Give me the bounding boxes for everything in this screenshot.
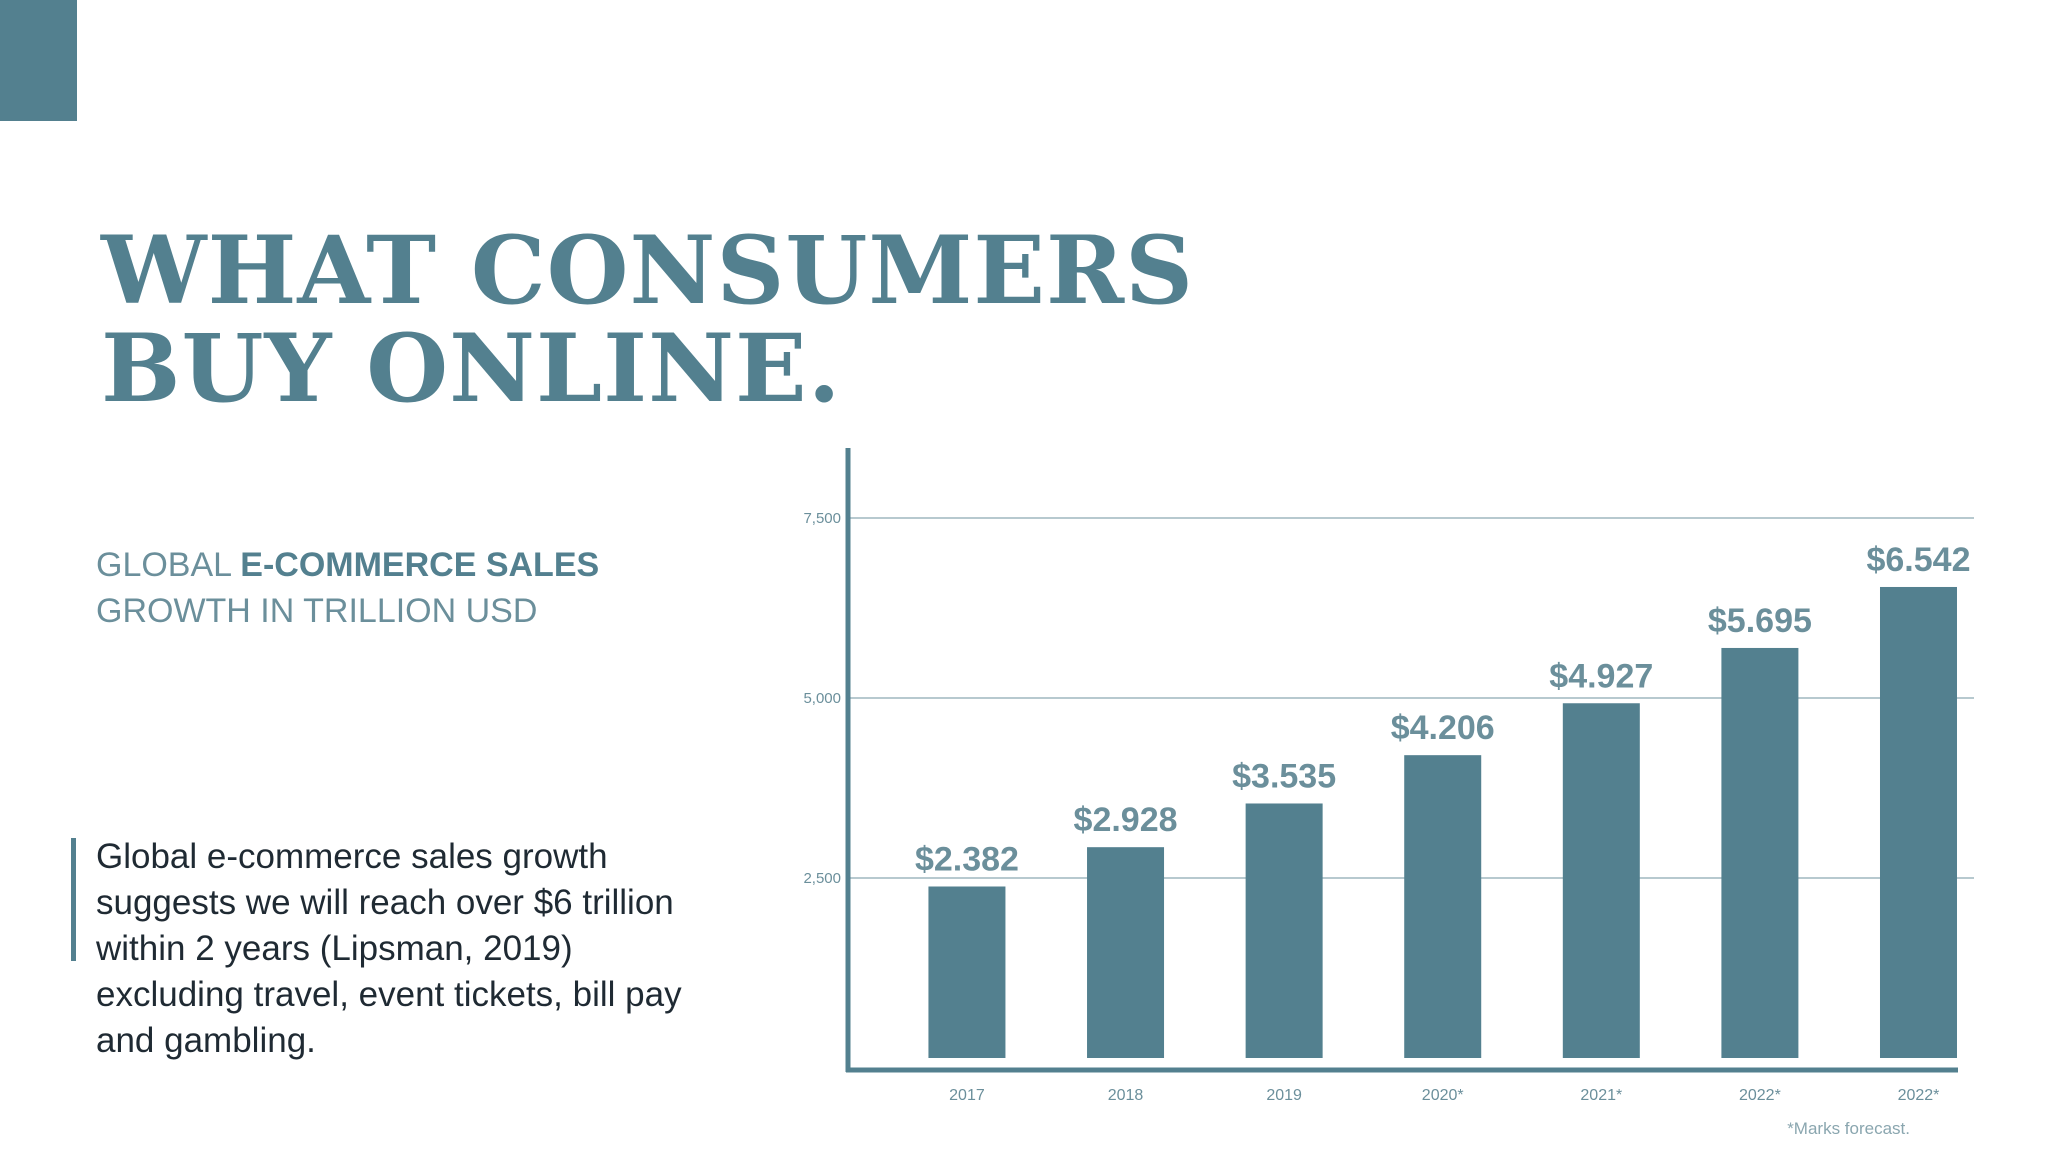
bar bbox=[1245, 803, 1323, 1058]
x-tick-label: 2022* bbox=[1739, 1087, 1781, 1104]
data-label: $4.927 bbox=[1549, 657, 1653, 695]
body-paragraph: Global e-commerce sales growth suggests … bbox=[96, 837, 682, 1060]
title-line-1: WHAT CONSUMERS bbox=[101, 216, 1195, 326]
data-label: $6.542 bbox=[1866, 541, 1970, 579]
chart-subtitle: GLOBAL E-COMMERCE SALES GROWTH IN TRILLI… bbox=[96, 542, 599, 634]
title-line-2: BUY ONLINE. bbox=[101, 314, 842, 424]
data-label: $4.206 bbox=[1391, 709, 1495, 747]
quote-accent-bar bbox=[71, 838, 76, 961]
page-title: WHAT CONSUMERS BUY ONLINE. bbox=[101, 222, 1194, 418]
corner-accent-block bbox=[0, 0, 77, 121]
x-tick-label: 2017 bbox=[949, 1087, 985, 1104]
data-label: $2.928 bbox=[1074, 801, 1178, 839]
bar bbox=[1562, 703, 1640, 1058]
x-tick-label: 2022* bbox=[1898, 1087, 1940, 1104]
subtitle-line-2: GROWTH IN TRILLION USD bbox=[96, 592, 538, 630]
bar bbox=[1404, 755, 1482, 1058]
data-label: $5.695 bbox=[1708, 602, 1812, 640]
data-label: $3.535 bbox=[1232, 757, 1336, 795]
footnote: *Marks forecast. bbox=[1787, 1119, 1910, 1138]
x-tick-label: 2020* bbox=[1422, 1087, 1464, 1104]
y-tick-label: 2,500 bbox=[803, 870, 841, 887]
y-tick-label: 7,500 bbox=[803, 510, 841, 527]
x-tick-label: 2019 bbox=[1266, 1087, 1302, 1104]
data-label: $2.382 bbox=[915, 840, 1019, 878]
y-tick-label: 5,000 bbox=[803, 690, 841, 707]
bar bbox=[1087, 847, 1165, 1058]
bar bbox=[928, 886, 1006, 1058]
x-tick-label: 2018 bbox=[1108, 1087, 1144, 1104]
subtitle-part-1: GLOBAL bbox=[96, 546, 241, 584]
bar bbox=[1721, 647, 1799, 1058]
subtitle-bold: E-COMMERCE SALES bbox=[240, 546, 600, 584]
x-tick-label: 2021* bbox=[1580, 1087, 1622, 1104]
bar bbox=[1879, 586, 1957, 1058]
